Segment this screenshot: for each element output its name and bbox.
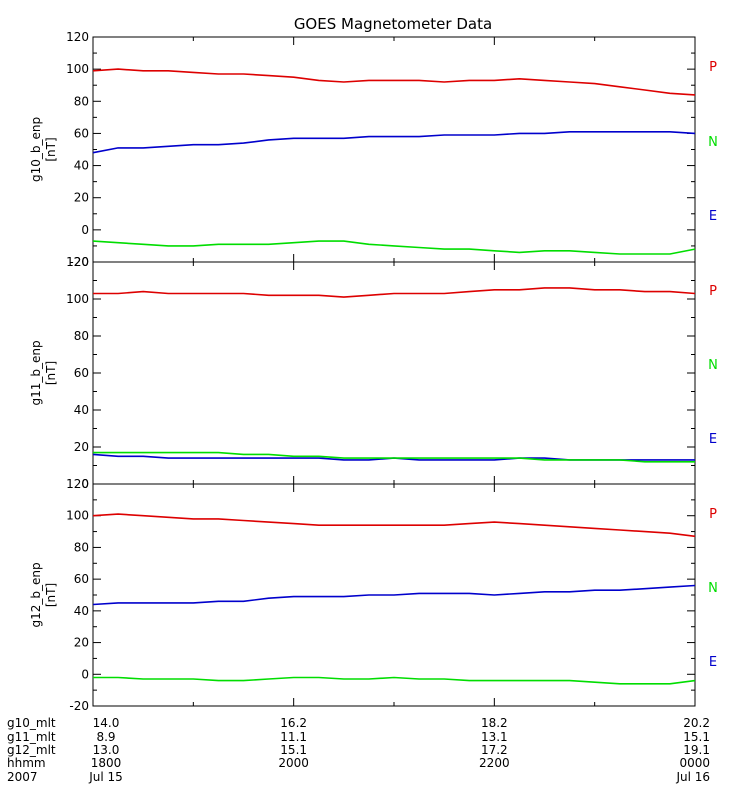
series-line-n	[92, 584, 696, 606]
y-axis-label: g10_b_enp	[29, 117, 43, 182]
legend-label-n: N	[708, 581, 718, 596]
y-tick-label: 20	[74, 191, 89, 205]
series-line-p	[93, 287, 696, 298]
series-line-p	[92, 68, 696, 96]
x-tick-label: 2000	[278, 756, 309, 770]
x-tick-label: 11.1	[280, 730, 307, 744]
chart-title: GOES Magnetometer Data	[294, 15, 492, 33]
y-tick-label: 60	[74, 126, 89, 140]
legend-label-e: E	[709, 209, 717, 224]
x-tick-label: 0000	[679, 756, 710, 770]
x-tick-label: 13.0	[93, 743, 120, 757]
series-line-e	[93, 676, 696, 685]
y-tick-label: 100	[66, 292, 89, 306]
y-tick-label: 80	[74, 540, 89, 554]
series-line-n	[93, 451, 695, 463]
series-line-n	[92, 131, 696, 154]
y-tick-label: 0	[81, 223, 89, 237]
y-tick-label: 120	[66, 255, 89, 269]
x-row-label: hhmm	[7, 756, 46, 770]
legend-label-e: E	[709, 655, 717, 670]
y-axis-unit: [nT]	[44, 583, 58, 607]
y-tick-label: 0	[81, 477, 89, 491]
y-tick-label: -20	[69, 255, 89, 269]
x-tick-label: 2200	[479, 756, 510, 770]
y-tick-label: 80	[74, 329, 89, 343]
x-tick-label: 19.1	[683, 743, 710, 757]
y-tick-label: -20	[69, 699, 89, 713]
x-row-label: 2007	[7, 770, 38, 784]
y-tick-label: 40	[74, 403, 89, 417]
x-tick-label: 14.0	[93, 716, 120, 730]
y-tick-label: 80	[74, 94, 89, 108]
series-line-e	[92, 453, 695, 461]
y-tick-label: 0	[81, 667, 89, 681]
x-row-label: g10_mlt	[7, 716, 56, 730]
y-tick-label: 20	[74, 440, 89, 454]
x-row-label: g12_mlt	[7, 743, 56, 757]
legend-label-p: P	[709, 60, 717, 75]
y-tick-label: 60	[74, 572, 89, 586]
x-tick-label: Jul 16	[675, 770, 710, 784]
y-tick-label: 40	[74, 159, 89, 173]
panel-frame	[92, 261, 696, 485]
y-axis-unit: [nT]	[44, 361, 58, 385]
x-tick-label: 13.1	[481, 730, 508, 744]
legend-label-p: P	[709, 284, 717, 299]
y-axis-label: g11_b_enp	[29, 340, 43, 405]
series-line-e	[92, 240, 696, 255]
legend-label-n: N	[708, 358, 718, 373]
x-tick-label: 15.1	[683, 730, 710, 744]
y-tick-label: 60	[74, 366, 89, 380]
y-tick-label: 100	[66, 509, 89, 523]
y-tick-label: 120	[66, 30, 89, 44]
panel-frame	[92, 36, 696, 263]
y-axis-unit: [nT]	[44, 137, 58, 161]
legend-label-e: E	[709, 432, 717, 447]
y-tick-label: 40	[74, 604, 89, 618]
x-tick-label: 17.2	[481, 743, 508, 757]
x-tick-label: 18.2	[481, 716, 508, 730]
legend-label-n: N	[708, 135, 718, 150]
y-tick-label: 120	[66, 477, 89, 491]
x-tick-label: 1800	[91, 756, 122, 770]
y-tick-label: 20	[74, 636, 89, 650]
legend-label-p: P	[709, 507, 717, 522]
series-line-p	[92, 513, 696, 538]
x-tick-label: Jul 15	[88, 770, 123, 784]
y-axis-label: g12_b_enp	[29, 562, 43, 627]
x-tick-label: 16.2	[280, 716, 307, 730]
x-tick-label: 20.2	[683, 716, 710, 730]
x-row-label: g11_mlt	[7, 730, 56, 744]
x-tick-label: 8.9	[96, 730, 115, 744]
x-tick-label: 15.1	[280, 743, 307, 757]
y-tick-label: 100	[66, 62, 89, 76]
